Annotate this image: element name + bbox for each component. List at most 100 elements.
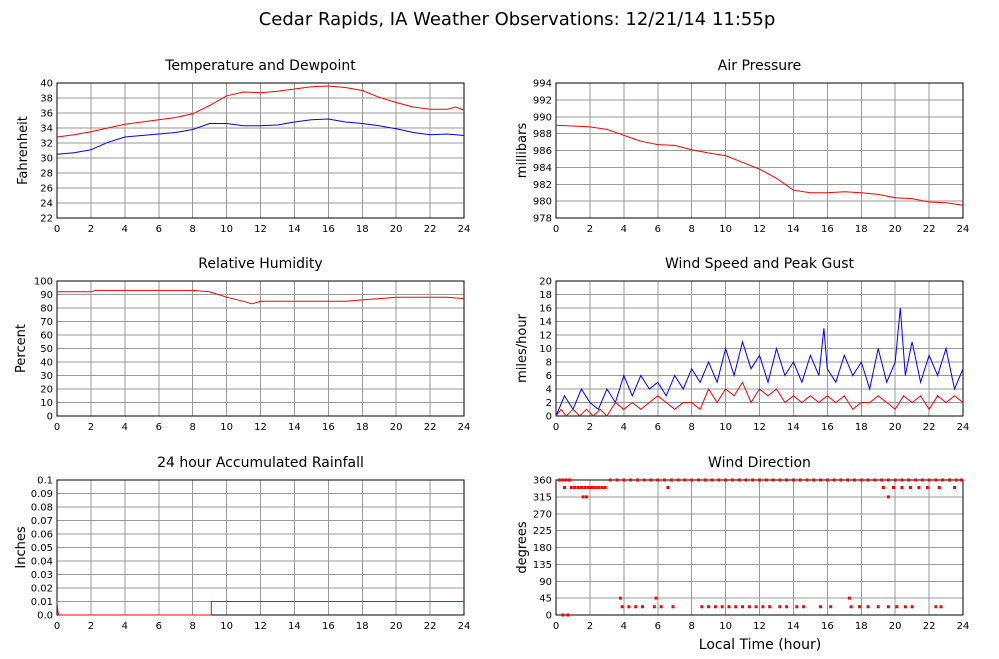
x-tick-label: 20 — [390, 224, 403, 235]
y-tick-label: 8 — [546, 358, 552, 369]
y-tick-label: 0.1 — [37, 476, 53, 487]
scatter-point — [573, 486, 577, 489]
x-tick-label: 12 — [753, 422, 766, 433]
plot-frame — [555, 280, 964, 417]
scatter-point — [557, 478, 561, 482]
x-tick-label: 8 — [189, 422, 195, 433]
x-tick-label: 8 — [688, 621, 694, 632]
x-tick-label: 16 — [322, 422, 335, 433]
scatter-point — [937, 486, 941, 489]
scatter-point — [590, 486, 594, 489]
x-tick-label: 8 — [688, 422, 694, 433]
scatter-point — [671, 605, 675, 609]
series-line-1 — [56, 85, 465, 138]
x-tick-label: 2 — [587, 422, 593, 433]
x-tick-label: 4 — [621, 224, 627, 235]
y-axis-label: Inches — [14, 526, 29, 568]
y-tick-label: 0.08 — [31, 503, 53, 514]
y-tick-label: 10 — [40, 398, 53, 409]
y-tick-label: 30 — [40, 371, 53, 382]
scatter-point — [734, 605, 738, 609]
series-line-1 — [555, 307, 964, 417]
y-tick-label: 992 — [533, 95, 552, 106]
x-tick-label: 0 — [54, 224, 60, 235]
scatter-point — [700, 605, 704, 609]
x-tick-label: 4 — [122, 621, 128, 632]
plot-frame — [56, 82, 465, 219]
y-axis-label: Percent — [14, 324, 29, 373]
scatter-point — [947, 478, 951, 482]
x-tick-label: 12 — [254, 621, 267, 632]
series-line-1 — [57, 289, 465, 305]
y-axis-label: Fahrenheit — [16, 116, 31, 185]
x-tick-label: 24 — [957, 224, 970, 235]
scatter-point — [747, 605, 751, 609]
y-tick-label: 0.03 — [31, 570, 53, 581]
y-tick-label: 225 — [533, 526, 552, 537]
scatter-point — [737, 478, 741, 482]
scatter-point — [785, 605, 789, 609]
y-tick-label: 0.04 — [31, 557, 53, 568]
scatter-point — [640, 605, 644, 609]
y-tick-label: 6 — [546, 371, 552, 382]
x-tick-label: 4 — [621, 422, 627, 433]
scatter-point — [710, 478, 714, 482]
y-tick-label: 90 — [40, 290, 53, 301]
scatter-point — [761, 605, 765, 609]
y-tick-label: 994 — [533, 79, 552, 90]
scatter-point — [634, 605, 638, 609]
scatter-point — [903, 605, 907, 609]
x-tick-label: 8 — [189, 224, 195, 235]
x-tick-label: 16 — [821, 422, 834, 433]
scatter-point — [785, 478, 789, 482]
scatter-point — [690, 478, 694, 482]
x-tick-label: 10 — [719, 621, 732, 632]
y-tick-label: 40 — [40, 358, 53, 369]
scatter-point — [696, 478, 700, 482]
scatter-point — [717, 478, 721, 482]
x-tick-label: 20 — [889, 224, 902, 235]
scatter-point — [914, 478, 918, 482]
x-tick-label: 8 — [688, 224, 694, 235]
y-tick-label: 80 — [40, 304, 53, 315]
x-tick-label: 2 — [587, 621, 593, 632]
scatter-point — [744, 478, 748, 482]
x-tick-label: 4 — [621, 621, 627, 632]
x-tick-label: 6 — [655, 224, 661, 235]
y-axis-label: millibars — [515, 123, 530, 179]
y-tick-label: 984 — [533, 163, 552, 174]
x-tick-label: 12 — [753, 621, 766, 632]
y-tick-label: 36 — [40, 109, 53, 120]
scatter-point — [886, 495, 890, 499]
chart-pressure: 0 2 4 6 8 10 12 14 16 18 20 22 249789809829849869889… — [515, 58, 969, 235]
y-tick-label: 40 — [40, 79, 53, 90]
scatter-point — [730, 478, 734, 482]
scatter-point — [649, 478, 653, 482]
chart-title: Temperature and Dewpoint — [164, 58, 356, 74]
y-tick-label: 16 — [539, 304, 552, 315]
scatter-point — [866, 478, 870, 482]
scatter-point — [847, 596, 851, 600]
scatter-point — [866, 605, 870, 609]
scatter-point — [764, 478, 768, 482]
y-tick-label: 26 — [40, 184, 53, 195]
scatter-point — [564, 478, 568, 482]
x-tick-label: 20 — [889, 621, 902, 632]
y-tick-label: 20 — [40, 385, 53, 396]
plot-frame — [555, 82, 964, 219]
scatter-point — [805, 478, 809, 482]
plot-frame — [56, 280, 465, 417]
scatter-point — [707, 605, 711, 609]
x-tick-label: 10 — [719, 422, 732, 433]
x-tick-label: 4 — [122, 422, 128, 433]
y-tick-label: 980 — [533, 197, 552, 208]
chart-rain: 0 2 4 6 8 10 12 14 16 18 20 22 240.00.010.020.030.04… — [14, 455, 470, 632]
x-tick-label: 14 — [288, 422, 301, 433]
scatter-point — [880, 478, 884, 482]
y-tick-label: 18 — [539, 290, 552, 301]
y-tick-label: 12 — [539, 331, 552, 342]
chart-title: Relative Humidity — [198, 256, 322, 272]
y-tick-label: 50 — [40, 344, 53, 355]
x-tick-label: 14 — [787, 621, 800, 632]
x-tick-label: 2 — [88, 422, 94, 433]
